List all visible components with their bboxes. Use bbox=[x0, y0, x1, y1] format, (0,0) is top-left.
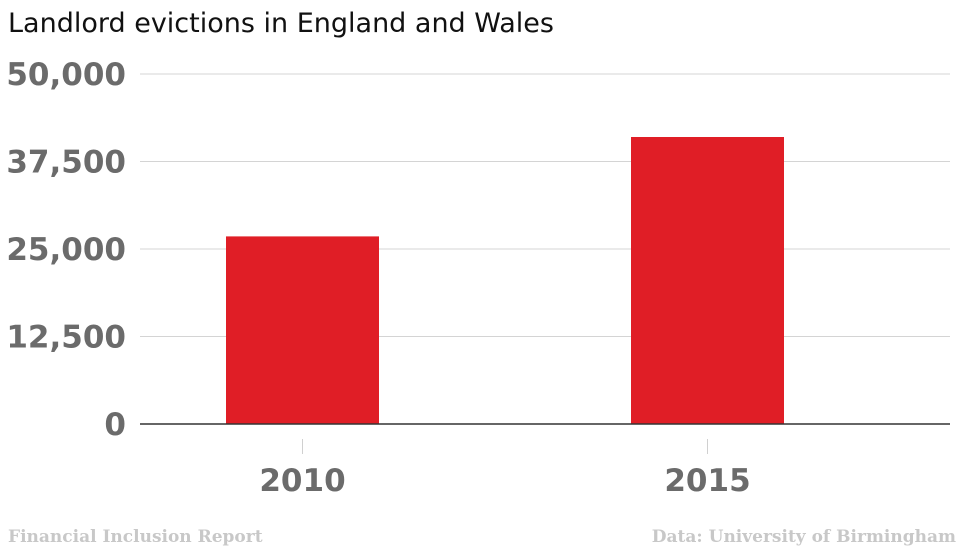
y-tick-label: 25,000 bbox=[6, 232, 126, 268]
y-tick-label: 37,500 bbox=[6, 145, 126, 181]
footer-source-right: Data: University of Birmingham bbox=[651, 527, 956, 547]
bar-2010 bbox=[226, 236, 379, 424]
x-tick-label: 2015 bbox=[664, 463, 750, 499]
chart-title: Landlord evictions in England and Wales bbox=[8, 8, 554, 39]
y-tick-label: 12,500 bbox=[6, 320, 126, 356]
bar-2015 bbox=[631, 137, 784, 424]
y-tick-label: 0 bbox=[104, 407, 126, 443]
x-tick-label: 2010 bbox=[259, 463, 345, 499]
footer-source-left: Financial Inclusion Report bbox=[8, 527, 263, 547]
x-axis-ticks: 2010 2015 bbox=[259, 439, 751, 499]
y-axis-tick-labels: 0 12,500 25,000 37,500 50,000 bbox=[6, 57, 126, 443]
bars bbox=[226, 137, 784, 424]
y-tick-label: 50,000 bbox=[6, 57, 126, 93]
